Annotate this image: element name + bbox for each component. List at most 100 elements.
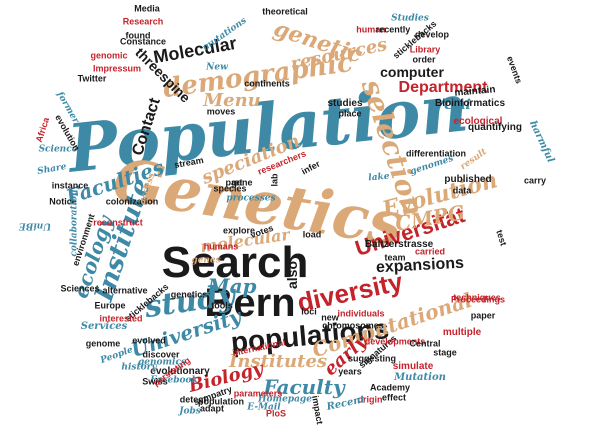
- word-test: test: [494, 228, 509, 248]
- word-develop: develop: [414, 29, 450, 40]
- word-effect: effect: [381, 392, 407, 403]
- word-stage: stage: [433, 347, 457, 358]
- word-swiss: Swiss: [142, 376, 168, 387]
- word-impressum: Impressum: [92, 63, 142, 74]
- word-loci: loci: [301, 306, 317, 317]
- word-also: also: [284, 260, 300, 290]
- word-population-small: population: [198, 396, 244, 407]
- word-evolutionary: evolutionary: [150, 366, 210, 377]
- word-place: place: [338, 108, 362, 119]
- word-paper: paper: [470, 310, 496, 321]
- word-genes: genes: [191, 255, 221, 266]
- word-moves: moves: [206, 106, 236, 117]
- word-theoretical: theoretical: [262, 6, 308, 17]
- word-suggesting: suggesting: [347, 353, 397, 364]
- word-genetics-small: genetics: [170, 289, 208, 300]
- word-individuals: individuals: [337, 308, 385, 319]
- word-quantifying: quantifying: [468, 122, 522, 133]
- word-adapt: adapt: [199, 403, 225, 414]
- word-tools: tools: [211, 300, 233, 311]
- word-jobs: Jobs: [179, 406, 201, 417]
- word-studies-top: Studies: [391, 13, 429, 24]
- word-events: events: [504, 54, 525, 85]
- word-search: Search: [161, 238, 309, 287]
- word-history: history: [121, 362, 157, 373]
- word-carry: carry: [523, 175, 547, 186]
- word-notice: Notice: [49, 196, 77, 207]
- word-alternative: alternative: [102, 285, 148, 296]
- word-genomic: genomic: [90, 50, 128, 61]
- word-science: Science: [38, 144, 78, 155]
- word-reconstruct: reconstruct: [93, 217, 143, 228]
- word-human: human: [356, 24, 386, 35]
- word-data: data: [452, 185, 472, 196]
- word-explore: explore: [222, 225, 256, 236]
- word-constance: Constance: [119, 36, 167, 47]
- word-computer: computer: [380, 64, 444, 80]
- word-developments: developments: [364, 336, 426, 347]
- word-multiple: multiple: [442, 327, 482, 338]
- word-studies: studies: [327, 98, 363, 109]
- word-mutation: Mutation: [394, 372, 446, 383]
- word-interested: interested: [99, 313, 143, 324]
- word-processes: processes: [226, 193, 276, 204]
- word-new: new: [321, 312, 339, 323]
- word-instance: instance: [51, 180, 89, 191]
- word-library: Library: [409, 44, 441, 55]
- word-part: part: [225, 177, 243, 188]
- word-uni: Uni: [443, 97, 471, 113]
- word-species: species: [213, 183, 247, 194]
- word-simulate: simulate: [392, 361, 434, 372]
- word-detect: detect: [179, 394, 207, 405]
- word-share: Share: [36, 162, 68, 177]
- word-services: Services: [80, 321, 128, 332]
- word-map: Map: [207, 274, 257, 298]
- word-bioinformatics: Bioinformatics: [434, 98, 506, 109]
- word-facebook: Facebook: [150, 375, 198, 386]
- word-gene: gene: [231, 177, 253, 188]
- word-lake: lake: [367, 171, 390, 184]
- word-homepage: Homepage: [258, 394, 312, 405]
- word-years: years: [338, 366, 362, 377]
- word-differentiation: differentiation: [406, 148, 466, 159]
- word-genome: genome: [85, 338, 121, 349]
- word-bern: Bern: [204, 281, 296, 325]
- word-proceedings: Proceedings: [450, 294, 506, 305]
- word-chromosomes: chromosomes: [322, 320, 384, 331]
- word-lab: lab: [269, 173, 280, 187]
- word-recently: recently: [375, 24, 411, 35]
- word-faculty: Faculty: [263, 375, 345, 399]
- word-menu: Menu: [203, 90, 261, 111]
- word-impact: impact: [310, 394, 325, 426]
- word-research: Research: [122, 16, 164, 27]
- word-department: Department: [398, 79, 488, 96]
- word-institutes: Institutes: [228, 351, 328, 372]
- word-found: found: [125, 30, 151, 41]
- word-africa: Africa: [33, 116, 52, 144]
- word-carried: carried: [414, 246, 446, 257]
- word-twitter: Twitter: [77, 73, 107, 84]
- word-central: Central: [409, 338, 441, 349]
- word-media: Media: [134, 3, 160, 14]
- word-maintain: maintain: [453, 84, 496, 99]
- word-team: team: [384, 252, 406, 263]
- word-europe: Europe: [94, 300, 126, 311]
- word-harmful: harmful: [526, 119, 556, 165]
- word-new-top: New: [206, 62, 228, 73]
- word-techniques: techniques: [453, 292, 501, 303]
- word-humans: humans: [203, 241, 239, 252]
- word-order: order: [412, 54, 436, 65]
- word-email: E-Mail: [247, 402, 281, 413]
- word-genomics: genomics: [137, 357, 187, 368]
- word-continents: continents: [244, 78, 290, 89]
- word-unibe: UniBE: [18, 220, 52, 231]
- word-discover: discover: [142, 349, 180, 360]
- word-academy: Academy: [369, 382, 411, 393]
- word-balterstrasse: Baltzerstrasse: [364, 239, 434, 250]
- word-ecological: ecological: [453, 116, 503, 127]
- word-origin: origin: [357, 394, 383, 405]
- word-published: published: [444, 174, 492, 185]
- word-load: load: [302, 229, 322, 240]
- word-evolved: evolved: [132, 335, 166, 346]
